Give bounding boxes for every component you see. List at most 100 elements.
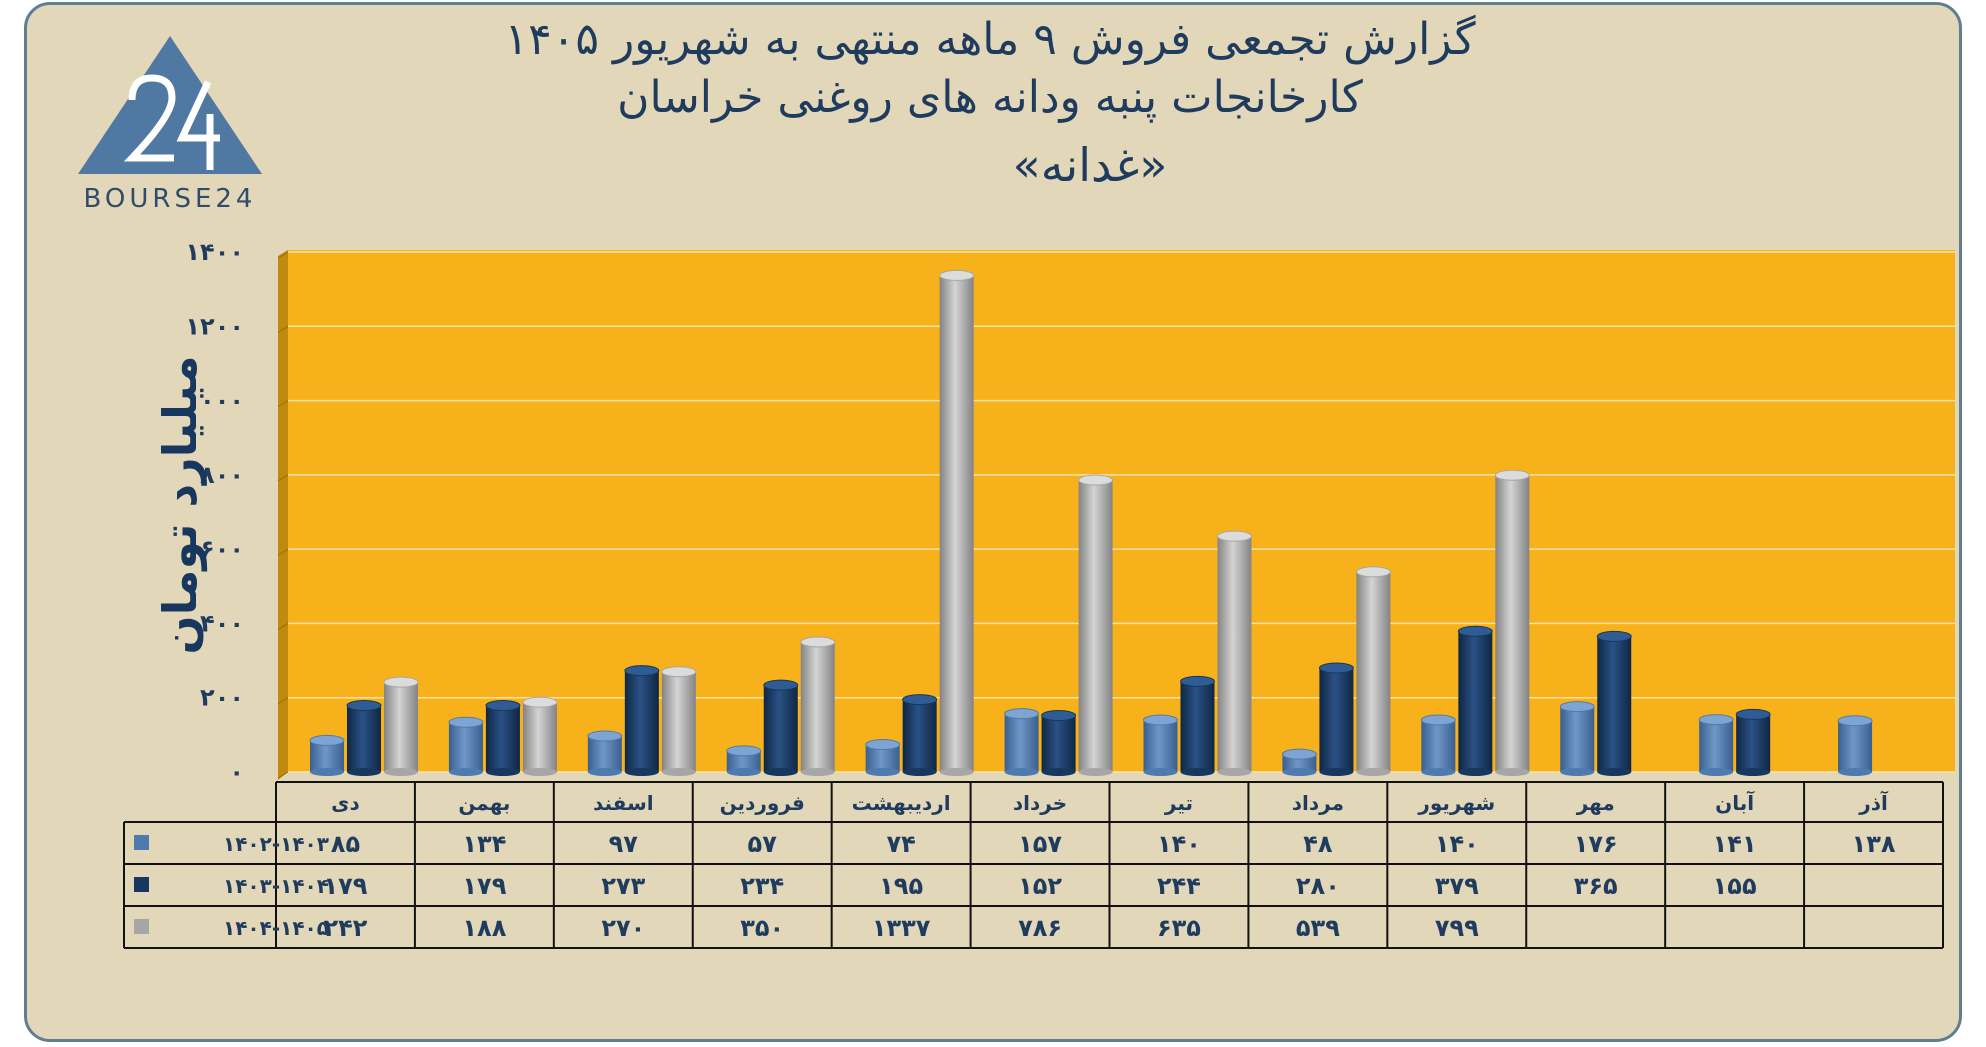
data-value: ۶۳۵ [1157, 914, 1201, 942]
bar-base [1004, 768, 1039, 776]
bar-3 [1494, 469, 1530, 776]
data-value: ۱۴۰ [1435, 830, 1479, 858]
data-value: ۱۳۴ [462, 830, 506, 858]
bar-top [865, 739, 901, 751]
bar-base [310, 768, 344, 776]
bar-top [763, 679, 799, 691]
bar-top [1735, 708, 1771, 720]
legend-series-name: ۱۴۰۳-۱۴۰۴ [223, 874, 329, 898]
data-value: ۷۹۹ [1435, 914, 1479, 942]
bar-2 [346, 700, 382, 776]
bar-body [1597, 636, 1632, 772]
data-value: ۲۸۰ [1296, 872, 1340, 900]
bar-top [1318, 662, 1354, 674]
chart-subtitle: کارخانجات پنبه ودانه های روغنی خراسان [617, 72, 1363, 123]
data-value: ۳۶۵ [1574, 872, 1618, 900]
data-value: ۵۳۹ [1296, 914, 1340, 942]
bar-top [485, 700, 521, 712]
bar-top [939, 269, 975, 281]
bar-base [448, 768, 483, 776]
bar-2 [1180, 675, 1215, 776]
bar-body [939, 275, 974, 772]
data-value: ۲۷۳ [601, 872, 645, 900]
data-value: ۷۴ [886, 830, 915, 858]
bar-base [1838, 768, 1873, 776]
bar-top [902, 694, 938, 706]
bar-body [522, 702, 557, 772]
bar-base [384, 768, 418, 776]
bar-base [1597, 768, 1632, 776]
bar-top [1078, 474, 1114, 486]
bar-base [1495, 768, 1530, 776]
data-value: ۷۸۶ [1018, 914, 1062, 942]
bar-top [1837, 715, 1873, 727]
data-value: ۱۷۶ [1574, 830, 1618, 858]
y-tick-label: ۰ [229, 758, 244, 786]
bar-top [1457, 625, 1493, 637]
bar-base [763, 768, 798, 776]
bar-base [624, 768, 659, 776]
bar-top [1180, 675, 1215, 687]
bar-body [1004, 713, 1039, 772]
bar-base [1421, 768, 1456, 776]
bar-top [726, 745, 762, 757]
data-value: ۱۴۰ [1157, 830, 1201, 858]
bar-1 [1143, 714, 1178, 776]
bar-body [1356, 571, 1391, 772]
bar-top [1698, 714, 1734, 726]
gridline-side [277, 697, 289, 705]
bar-1 [1559, 701, 1595, 776]
y-tick-label: ۸۰۰ [200, 461, 244, 489]
bar-1 [865, 739, 901, 776]
bar-base [1180, 768, 1215, 776]
y-tick-label: ۱۴۰۰ [185, 238, 244, 266]
bar-base [1217, 768, 1252, 776]
bar-top [1004, 708, 1040, 720]
bar-base [800, 768, 835, 776]
bar-body [1838, 720, 1873, 772]
category-label: اسفند [593, 791, 654, 815]
bar-3 [939, 269, 975, 776]
bar-base [522, 768, 557, 776]
bar-body [624, 670, 659, 772]
bar-base [1078, 768, 1113, 776]
bar-base [661, 768, 696, 776]
legend-series-name: ۱۴۰۲-۱۴۰۳ [223, 832, 329, 856]
data-value: ۸۵ [331, 830, 360, 858]
category-label: تیر [1164, 791, 1193, 815]
data-value: ۲۷۰ [601, 914, 645, 942]
bar-top [1420, 714, 1456, 726]
bar-1 [1698, 714, 1734, 776]
legend-series-name: ۱۴۰۴-۱۴۰۵ [223, 916, 329, 940]
chart-title: گزارش تجمعی فروش ۹ ماهه منتهی به شهریور … [504, 14, 1476, 65]
bar-body [384, 682, 418, 772]
bar-1 [1004, 708, 1040, 776]
bar-top [448, 716, 484, 728]
data-value: ۴۸ [1303, 830, 1333, 858]
bar-2 [1318, 662, 1354, 776]
bar-top [587, 730, 623, 742]
data-value: ۱۴۱ [1713, 830, 1757, 858]
bar-base [1143, 768, 1178, 776]
bar-body [1699, 719, 1734, 772]
legend-swatch [134, 877, 149, 892]
bar-base [1736, 768, 1771, 776]
bar-3 [1355, 566, 1391, 776]
category-label: فروردین [720, 791, 805, 815]
y-axis-label: میلیارد تومان [153, 355, 207, 654]
bar-body [1078, 480, 1113, 772]
bar-top [309, 734, 345, 746]
bar-body [1560, 706, 1595, 772]
data-value: ۲۳۴ [740, 872, 784, 900]
bar-body [1180, 681, 1215, 772]
gridline-side [277, 771, 289, 779]
bar-3 [800, 636, 836, 776]
bar-top [1217, 530, 1252, 542]
bar-2 [902, 694, 938, 776]
bar-2 [1596, 630, 1632, 776]
bar-base [1356, 768, 1391, 776]
bar-top [1041, 710, 1077, 722]
y-tick-label: ۶۰۰ [200, 535, 244, 563]
category-label: اردیبهشت [852, 791, 951, 815]
